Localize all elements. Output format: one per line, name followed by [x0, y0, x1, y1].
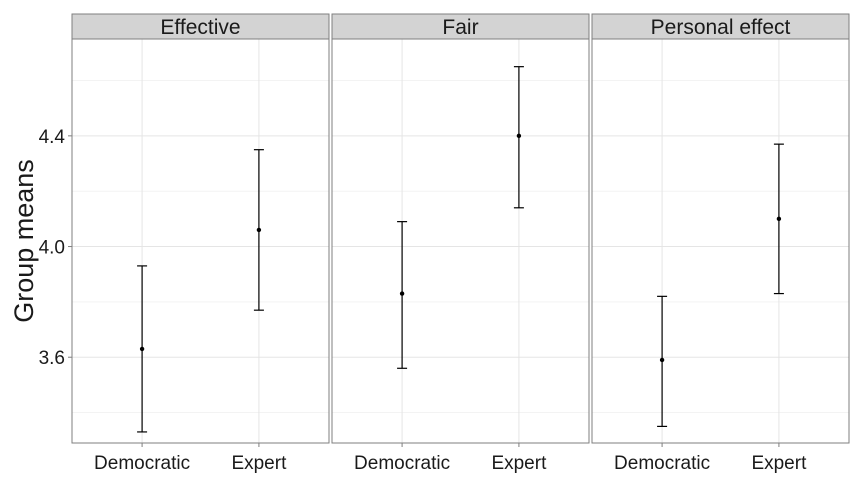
mean-point	[659, 357, 665, 363]
x-tick-label: Expert	[491, 453, 547, 474]
mean-point	[776, 216, 782, 222]
frame-layer	[68, 13, 850, 447]
panel-border	[591, 38, 850, 444]
x-tick-label: Democratic	[614, 453, 710, 474]
mean-point	[256, 227, 262, 233]
marks-layer	[137, 66, 784, 433]
y-tick-label: 4.0	[39, 238, 65, 259]
panel-border	[331, 38, 590, 444]
facet-strip	[591, 13, 850, 40]
mean-point	[516, 133, 522, 139]
y-axis-title: Group means	[9, 159, 39, 323]
facet-strip	[71, 13, 330, 40]
y-tick-label: 3.6	[39, 348, 65, 369]
x-tick-label: Democratic	[354, 453, 450, 474]
facet-strip-label: Personal effect	[651, 16, 791, 39]
panel-border	[71, 38, 330, 444]
x-tick-label: Expert	[751, 453, 807, 474]
facet-strip-label: Effective	[160, 16, 240, 39]
x-tick-label: Democratic	[94, 453, 190, 474]
facet-strip	[331, 13, 590, 40]
x-tick-label: Expert	[231, 453, 287, 474]
facet-strip-label: Fair	[442, 16, 478, 39]
text-layer: Effective Democratic Expert Fair Democratic E…	[9, 16, 807, 474]
y-tick-label: 4.4	[39, 127, 66, 148]
grid-layer	[72, 39, 849, 443]
mean-point	[139, 346, 145, 352]
mean-point	[399, 291, 405, 296]
